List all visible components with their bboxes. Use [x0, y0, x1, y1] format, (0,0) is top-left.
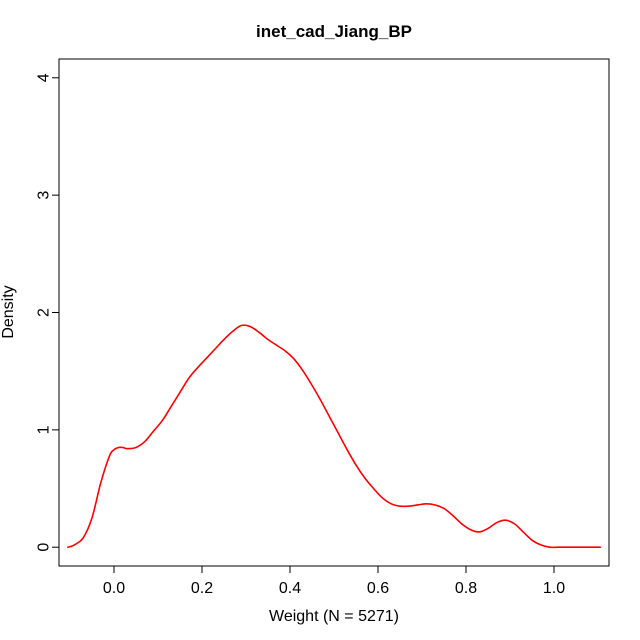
x-axis: 0.0 0.2 0.4 0.6 0.8 1.0 [103, 565, 565, 597]
y-tick-label: 3 [36, 191, 53, 200]
x-tick-label: 1.0 [543, 580, 565, 597]
x-tick-label: 0.4 [279, 580, 301, 597]
series-layer [67, 324, 601, 549]
y-axis-label: Density [0, 285, 17, 338]
density-line [67, 324, 601, 549]
y-tick-label: 4 [36, 73, 53, 82]
x-tick-label: 0.8 [455, 580, 477, 597]
y-axis: 0 1 2 3 4 [36, 73, 60, 552]
x-tick-label: 0.2 [191, 580, 213, 597]
x-tick-label: 0.6 [367, 580, 389, 597]
chart-title: inet_cad_Jiang_BP [256, 22, 412, 41]
x-tick-label: 0.0 [103, 580, 125, 597]
y-tick-label: 1 [36, 425, 53, 434]
y-tick-label: 0 [36, 543, 53, 552]
x-axis-label: Weight (N = 5271) [269, 608, 399, 625]
y-tick-label: 2 [36, 308, 53, 317]
